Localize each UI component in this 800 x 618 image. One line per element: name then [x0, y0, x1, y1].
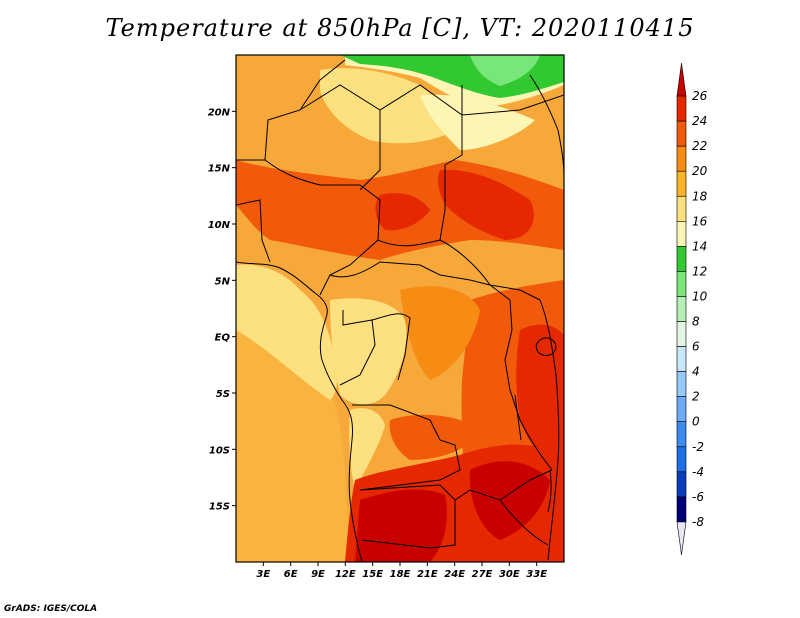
lon-tick-label: 9E [311, 569, 325, 580]
lon-tick-label: 27E [472, 569, 493, 580]
border-mauritania-mali [236, 59, 346, 161]
border-drc-uganda [489, 284, 521, 421]
field-gulf-guinea [236, 264, 338, 400]
lat-tick-label: 10S [209, 445, 230, 456]
border-namibia-zambia [359, 469, 553, 501]
colorbar-swatch [676, 221, 687, 247]
colorbar-swatch [676, 170, 687, 197]
lat-tick-label: 5N [215, 276, 231, 287]
field-angola-warm [389, 414, 480, 460]
field-sahara-pale [420, 94, 535, 150]
lake-tanganyika [514, 394, 522, 441]
field-zambia-hottest [469, 461, 550, 540]
colorbar-swatch [676, 396, 687, 423]
colorbar-swatch [676, 371, 687, 397]
lat-tick-label: 15S [209, 502, 230, 513]
field-chad-hot [375, 193, 430, 231]
field-sahara-light [320, 68, 447, 144]
colorbar-swatch [676, 346, 687, 372]
lon-tick-label: 33E [526, 569, 547, 580]
colorbar-level-label: 6 [692, 340, 700, 354]
border-botswana [361, 500, 456, 549]
colorbar-swatch [676, 296, 687, 322]
lat-tick-label: 5S [216, 389, 230, 400]
field-sudan-hot [437, 169, 534, 240]
atlantic-coastline [236, 261, 363, 562]
colorbar-swatch [676, 145, 687, 172]
border-congo-drc [371, 313, 411, 381]
border-zimbabwe [499, 499, 549, 546]
colorbar-swatch [676, 496, 687, 523]
border-nigeria-niger [264, 159, 381, 296]
field-tanzania-hot [516, 324, 564, 470]
colorbar-level-label: 14 [692, 239, 707, 253]
colorbar-swatch [676, 421, 687, 448]
colorbar-swatch [676, 321, 687, 347]
lake-malawi [547, 469, 552, 513]
colorbar-swatch [676, 120, 687, 147]
colorbar-level-label: 8 [692, 315, 700, 329]
colorbar-level-label: 0 [692, 415, 700, 429]
indian-ocean-coastline [539, 299, 560, 561]
temperature-field [236, 55, 564, 562]
border-angola-drc [352, 404, 461, 491]
colorbar-level-label: -4 [692, 465, 704, 479]
colorbar-swatch [676, 95, 687, 122]
border-car-congo [329, 261, 491, 286]
lat-tick-label: 15N [208, 164, 231, 175]
lon-tick-label: 21E [417, 569, 438, 580]
colorbar-swatch [676, 446, 687, 473]
lon-tick-label: 15E [362, 569, 383, 580]
border-gabon-congo [339, 310, 376, 386]
colorbar-swatch [676, 62, 687, 97]
colorbar-level-label: -8 [692, 515, 704, 529]
border-chad-car [377, 165, 446, 247]
field-atlantic [236, 300, 350, 562]
border-west-coast-states [236, 199, 271, 263]
colorbar-swatch [676, 271, 687, 297]
colorbar-level-label: 4 [692, 365, 700, 379]
lon-tick-label: 12E [335, 569, 356, 580]
colorbar-level-label: -6 [692, 490, 704, 504]
border-tanzania-zambia [519, 419, 553, 471]
colorbar-swatch [676, 471, 687, 498]
colorbar-level-label: 12 [692, 264, 707, 278]
field-angola-coast [349, 408, 385, 490]
colorbar-swatch [676, 246, 687, 272]
field-drc-mid [400, 286, 480, 380]
country-borders [236, 59, 564, 562]
colorbar-swatch [676, 521, 687, 556]
lat-tick-label: 10N [208, 220, 231, 231]
lake-victoria [535, 337, 557, 356]
lon-tick-label: 30E [499, 569, 520, 580]
colorbar-level-label: 22 [692, 139, 707, 153]
lon-tick-label: 18E [390, 569, 411, 580]
lon-tick-label: 6E [284, 569, 298, 580]
colorbar-level-label: 18 [692, 189, 708, 203]
field-north-lightgreen [470, 55, 540, 86]
chart-title: Temperature at 850hPa [C], VT: 202011041… [105, 14, 695, 42]
colorbar-level-label: 2 [692, 390, 700, 404]
colorbar-swatch [676, 195, 687, 222]
colorbar-level-label: 26 [692, 89, 708, 103]
field-congo-basin [330, 298, 407, 405]
colorbar-level-label: 10 [692, 289, 708, 303]
colorbar-level-label: -2 [692, 440, 704, 454]
field-namibia-hottest [355, 489, 447, 562]
grads-credit: GrADS: IGES/COLA [4, 604, 98, 614]
lon-tick-label: 3E [256, 569, 270, 580]
lat-tick-label: 20N [208, 107, 231, 118]
lat-tick-label: EQ [215, 333, 231, 344]
border-egypt-sudan [461, 85, 564, 116]
lon-axis: 3E 6E 9E 12E 15E 18E 21E 24E 27E 30E 33E [256, 562, 547, 580]
colorbar-level-label: 20 [692, 164, 708, 178]
lon-tick-label: 24E [444, 569, 465, 580]
colorbar-level-label: 16 [692, 214, 708, 228]
lat-axis: 20N 15N 10N 5N EQ 5S 10S 15S [208, 107, 236, 513]
colorbar-level-label: 24 [692, 114, 707, 128]
